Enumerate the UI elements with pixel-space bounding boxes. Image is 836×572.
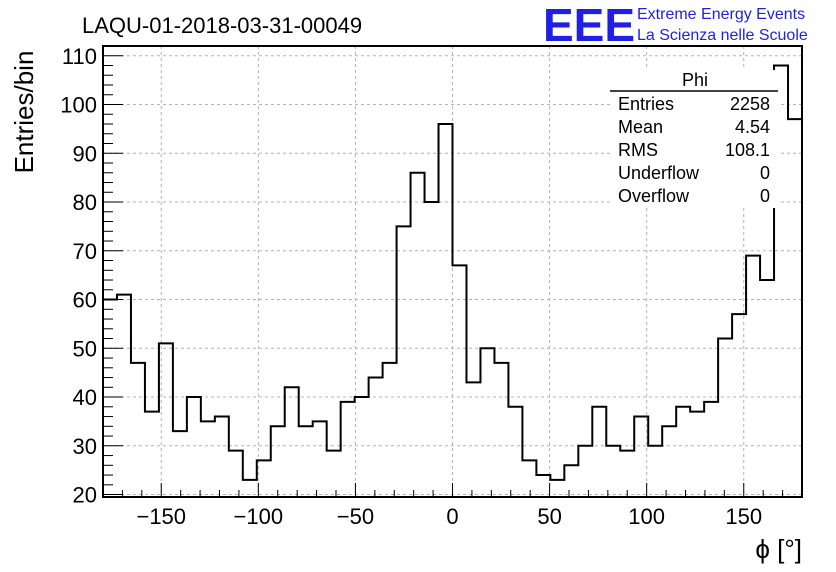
stats-row-label: Overflow — [618, 186, 690, 206]
y-tick-label: 40 — [73, 385, 97, 410]
logo-line1: Extreme Energy Events — [637, 6, 805, 23]
stats-row-value: 108.1 — [725, 140, 770, 160]
stats-row-label: RMS — [618, 140, 658, 160]
stats-title: Phi — [682, 70, 708, 90]
eee-logo: EEE Extreme Energy Events La Scienza nel… — [543, 0, 808, 51]
stats-box-background — [610, 70, 780, 208]
y-tick-label: 110 — [62, 44, 97, 69]
y-tick-label: 20 — [73, 483, 97, 508]
logo-line2: La Scienza nelle Scuole — [637, 27, 808, 44]
y-axis-ticks: 20 30 40 50 60 70 80 90 100 110 — [60, 44, 123, 508]
x-tick-label: 50 — [537, 504, 561, 529]
stats-row-value: 0 — [760, 186, 770, 206]
y-tick-label: 100 — [60, 93, 97, 118]
x-tick-label: −100 — [234, 504, 284, 529]
chart-title: LAQU-01-2018-03-31-00049 — [82, 13, 362, 38]
y-tick-label: 70 — [73, 239, 97, 264]
y-axis-label: Entries/bin — [9, 51, 39, 174]
stats-row-value: 2258 — [730, 94, 770, 114]
x-tick-label: −50 — [337, 504, 374, 529]
stats-row-value: 0 — [760, 163, 770, 183]
x-tick-label: 150 — [725, 504, 762, 529]
stats-row-label: Mean — [618, 117, 663, 137]
stats-row-label: Underflow — [618, 163, 700, 183]
stats-row-value: 4.54 — [735, 117, 770, 137]
y-tick-label: 90 — [73, 141, 97, 166]
x-tick-label: 0 — [446, 504, 458, 529]
x-tick-label: −150 — [136, 504, 186, 529]
y-tick-label: 80 — [73, 190, 97, 215]
y-tick-label: 30 — [73, 434, 97, 459]
histogram-line — [103, 64, 802, 481]
x-tick-label: 100 — [628, 504, 665, 529]
x-axis-ticks: −150 −100 −50 0 50 100 150 — [121, 483, 784, 529]
stats-row-label: Entries — [618, 94, 674, 114]
stats-rows: Entries 2258 Mean 4.54 RMS 108.1 Underfl… — [618, 94, 770, 206]
logo-mark: EEE — [543, 0, 635, 51]
stats-box: Phi Entries 2258 Mean 4.54 RMS 108.1 Und… — [610, 70, 780, 208]
x-axis-label: ϕ [°] — [755, 534, 802, 564]
y-tick-label: 60 — [73, 288, 97, 313]
y-tick-label: 50 — [73, 336, 97, 361]
